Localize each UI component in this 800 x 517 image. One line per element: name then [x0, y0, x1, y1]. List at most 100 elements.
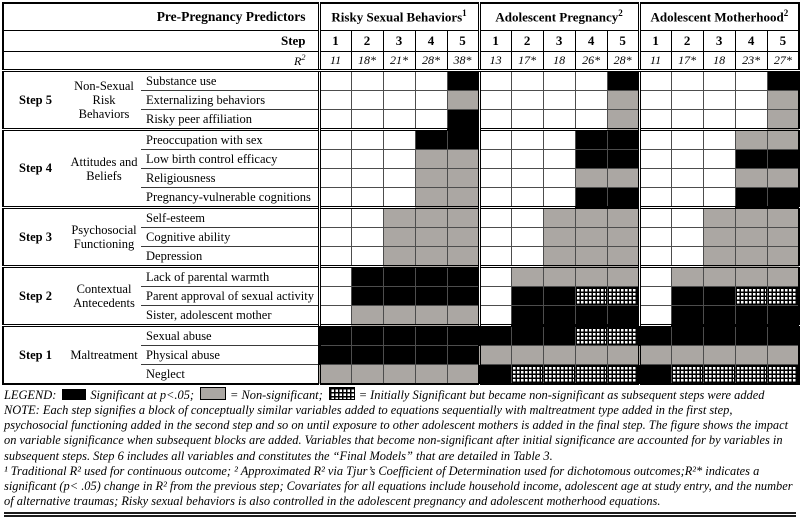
grid-cell-significant — [510, 286, 544, 306]
grid-cell-empty — [702, 128, 736, 150]
category-label: Attitudes and Beliefs — [67, 128, 141, 208]
variable-label: Risky peer affiliation — [141, 109, 320, 130]
grid-cell-initially-significant — [606, 364, 640, 385]
header-row-titles: Pre-Pregnancy Predictors Risky Sexual Beh… — [2, 2, 800, 31]
grid-cell-initially-significant — [606, 324, 640, 346]
grid-cell-empty — [510, 109, 544, 130]
grid-cell-empty — [510, 90, 544, 110]
grid-cell-empty — [637, 187, 672, 208]
grid-cell-nonsignificant — [734, 227, 768, 247]
r2-value: 28* — [606, 51, 640, 72]
grid-cell-empty — [477, 286, 512, 306]
grid-cell-empty — [670, 109, 704, 130]
table-row: Parent approval of sexual activity — [3, 286, 800, 306]
grid-cell-empty — [477, 69, 512, 91]
grid-cell-nonsignificant — [574, 227, 608, 247]
header-row-r2: R2 11 18* 21* 28* 38* 13 17* 18 26* 28* 11 17* 18 23* 2… — [2, 51, 800, 72]
grid-cell-significant — [446, 109, 480, 130]
grid-cell-nonsignificant — [606, 90, 640, 110]
step-number: 1 — [637, 30, 672, 52]
grid-cell-nonsignificant — [766, 168, 800, 188]
grid-cell-empty — [510, 149, 544, 169]
outcome-title-superscript: 2 — [618, 8, 623, 19]
grid-cell-significant — [477, 364, 512, 385]
grid-cell-nonsignificant — [606, 227, 640, 247]
grid-cell-nonsignificant — [606, 109, 640, 130]
grid-cell-significant — [350, 286, 384, 306]
grid-cell-empty — [542, 168, 576, 188]
r2-value: 11 — [317, 51, 352, 72]
table-row: Step 3 Psychosocial Functioning Self-estee… — [3, 206, 800, 267]
grid-cell-significant — [606, 69, 640, 91]
grid-cell-nonsignificant — [446, 90, 480, 110]
step-number: 5 — [446, 30, 480, 52]
grid-cell-empty — [317, 246, 352, 267]
grid-cell-empty — [574, 109, 608, 130]
grid-cell-nonsignificant — [414, 206, 448, 228]
variable-label: Cognitive ability — [141, 227, 320, 247]
grid-cell-nonsignificant — [542, 265, 576, 287]
grid-cell-significant — [414, 286, 448, 306]
grid-cell-significant — [766, 324, 800, 346]
grid-cell-significant — [606, 149, 640, 169]
outcome-title-text: Adolescent Pregnancy — [495, 9, 619, 25]
grid-cell-empty — [477, 149, 512, 169]
grid-cell-empty — [574, 90, 608, 110]
r2-value: 11 — [637, 51, 672, 72]
grid-cell-empty — [542, 109, 576, 130]
legend-and-notes: LEGEND: Significant at p<.05; = Non-signif… — [4, 387, 796, 517]
grid-cell-nonsignificant — [670, 345, 704, 365]
outcome-title: Adolescent Pregnancy2 — [477, 2, 640, 31]
variable-label: Preoccupation with sex — [141, 128, 320, 150]
grid-cell-nonsignificant — [734, 128, 768, 150]
grid-cell-significant — [574, 187, 608, 208]
grid-cell-nonsignificant — [670, 265, 704, 287]
table-row: Step 2 Contextual Antecedents Lack of pare… — [3, 265, 800, 326]
table-row: Religiousness — [3, 168, 800, 188]
r2-value: 18* — [350, 51, 384, 72]
grid-cell-empty — [317, 265, 352, 287]
grid-cell-significant — [446, 324, 480, 346]
grid-cell-significant — [350, 324, 384, 346]
grid-cell-empty — [637, 149, 672, 169]
grid-cell-empty — [542, 90, 576, 110]
step-number: 4 — [414, 30, 448, 52]
grid-cell-empty — [670, 206, 704, 228]
grid-cell-nonsignificant — [542, 246, 576, 267]
grid-cell-significant — [446, 69, 480, 91]
grid-cell-significant — [382, 324, 416, 346]
grid-cell-empty — [382, 128, 416, 150]
grid-cell-significant — [542, 305, 576, 326]
grid-cell-empty — [350, 69, 384, 91]
grid-cell-empty — [317, 227, 352, 247]
grid-cell-significant — [766, 305, 800, 326]
grid-cell-significant — [414, 345, 448, 365]
grid-cell-empty — [637, 90, 672, 110]
grid-cell-nonsignificant — [317, 364, 352, 385]
r2-value: 17* — [670, 51, 704, 72]
category-label: Non-Sexual Risk Behaviors — [67, 69, 141, 130]
r2-value: 17* — [510, 51, 544, 72]
variable-label: Sexual abuse — [141, 324, 320, 346]
outcome-title-text: Adolescent Motherhood — [650, 9, 784, 25]
grid-cell-initially-significant — [766, 364, 800, 385]
grid-cell-empty — [542, 128, 576, 150]
grid-cell-significant — [574, 149, 608, 169]
grid-cell-initially-significant — [670, 364, 704, 385]
grid-cell-nonsignificant — [606, 246, 640, 267]
grid-cell-significant — [414, 324, 448, 346]
grid-cell-initially-significant — [606, 286, 640, 306]
grid-cell-empty — [542, 69, 576, 91]
grid-cell-significant — [702, 305, 736, 326]
grid-cell-significant — [670, 305, 704, 326]
grid-cell-empty — [382, 90, 416, 110]
r2-value: 21* — [382, 51, 416, 72]
grid-cell-empty — [317, 109, 352, 130]
grid-cell-empty — [414, 69, 448, 91]
step-number: 4 — [734, 30, 768, 52]
grid-cell-nonsignificant — [542, 227, 576, 247]
grid-cell-empty — [477, 187, 512, 208]
step-group-label: Step 3 — [3, 206, 67, 267]
footnote-text: ¹ Traditional R² used for continuous out… — [4, 463, 793, 508]
table-body: Step 5 Non-Sexual Risk Behaviors Substance… — [3, 69, 800, 385]
